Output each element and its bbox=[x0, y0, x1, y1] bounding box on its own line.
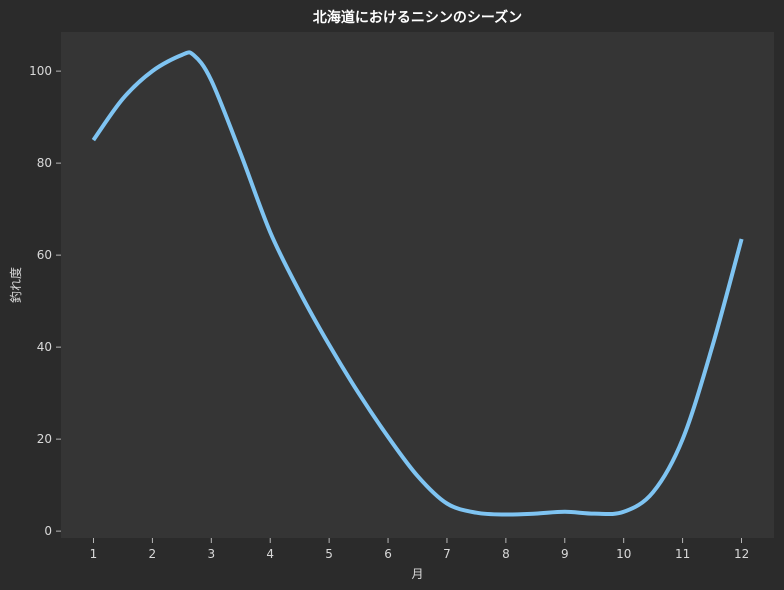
x-tick-label: 2 bbox=[149, 547, 157, 561]
x-tick-label: 10 bbox=[616, 547, 631, 561]
series-line-0 bbox=[91, 50, 744, 517]
plot-area bbox=[61, 32, 774, 538]
y-axis: 0 20 40 60 80 100 bbox=[29, 64, 61, 538]
y-tick-label: 60 bbox=[37, 248, 52, 262]
y-axis-label: 釣れ度 bbox=[8, 267, 23, 303]
x-axis: 1 2 3 4 5 6 7 8 9 10 11 12 bbox=[90, 538, 749, 561]
y-tick-label: 0 bbox=[44, 524, 52, 538]
x-tick-label: 11 bbox=[675, 547, 690, 561]
x-tick-label: 5 bbox=[325, 547, 333, 561]
series-layer bbox=[91, 50, 744, 517]
x-tick-label: 9 bbox=[561, 547, 569, 561]
x-tick-label: 12 bbox=[734, 547, 749, 561]
y-tick-label: 100 bbox=[29, 64, 52, 78]
x-tick-label: 7 bbox=[443, 547, 451, 561]
y-tick-label: 40 bbox=[37, 340, 52, 354]
x-tick-label: 3 bbox=[207, 547, 215, 561]
chart-title: 北海道におけるニシンのシーズン bbox=[313, 9, 522, 26]
x-tick-label: 1 bbox=[90, 547, 98, 561]
x-tick-label: 6 bbox=[384, 547, 392, 561]
y-tick-label: 20 bbox=[37, 432, 52, 446]
y-tick-label: 80 bbox=[37, 156, 52, 170]
x-tick-label: 4 bbox=[266, 547, 274, 561]
x-axis-label: 月 bbox=[411, 567, 423, 581]
x-tick-label: 8 bbox=[502, 547, 510, 561]
